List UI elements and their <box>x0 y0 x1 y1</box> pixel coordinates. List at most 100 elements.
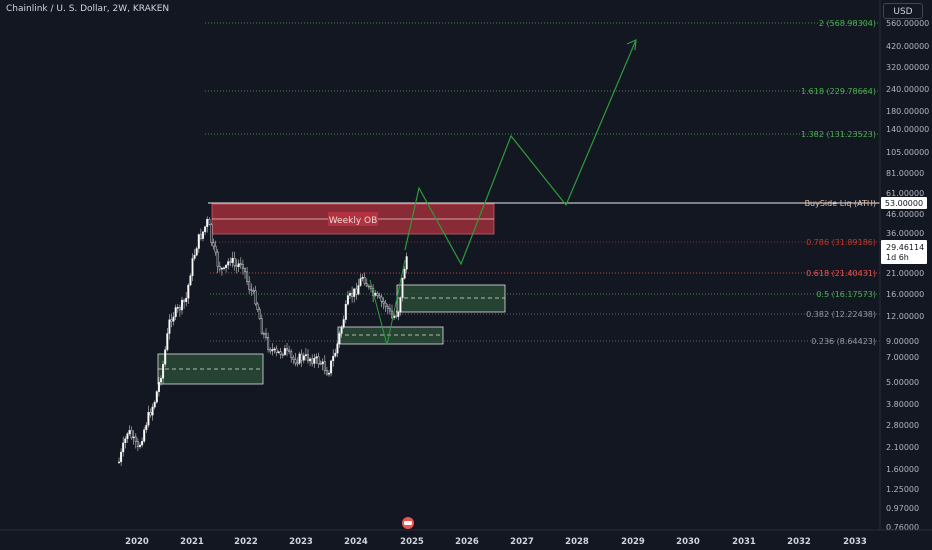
candle-body <box>319 363 322 365</box>
level-0236-label: 0.236 (8.64423) <box>811 337 876 346</box>
candle-body <box>271 349 274 352</box>
time-tick-label: 2022 <box>234 537 258 547</box>
weekly-ob-label: Weekly OB <box>329 216 378 226</box>
candle-body <box>311 358 314 364</box>
level-05-label: 0.5 (16.17573) <box>816 290 876 299</box>
candle-body <box>239 263 242 265</box>
candle-body <box>307 354 310 362</box>
candle-body <box>286 348 289 351</box>
weekly-ob-label-bg <box>328 212 378 226</box>
candle-body <box>260 318 263 334</box>
candle-body <box>359 278 362 286</box>
symbol-title: Chainlink / U. S. Dollar, 2W, KRAKEN <box>6 4 170 14</box>
candle-body <box>365 283 368 287</box>
candle-body <box>395 315 398 318</box>
candle-body <box>151 406 154 416</box>
candle-body <box>178 307 181 311</box>
candle-body <box>277 351 280 353</box>
candle-body <box>254 290 257 305</box>
candle-body <box>338 333 341 345</box>
candle-body <box>183 299 186 303</box>
countdown-label: 1d 6h <box>886 253 909 262</box>
candle-body <box>159 378 162 383</box>
time-tick-label: 2032 <box>787 537 811 547</box>
candle-body <box>256 303 259 311</box>
candle-body <box>294 359 297 364</box>
time-tick-label: 2030 <box>676 537 700 547</box>
candle-body <box>246 271 249 282</box>
candle-body <box>342 319 345 328</box>
candle-body <box>187 284 190 299</box>
time-tick-label: 2025 <box>400 537 424 547</box>
candle-body <box>214 245 217 253</box>
candle-body <box>344 304 347 320</box>
candle-body <box>237 263 240 268</box>
time-tick-label: 2031 <box>732 537 756 547</box>
price-axis[interactable]: 560.00000 420.00000 320.00000 240.00000 180.… <box>886 19 929 532</box>
candle-body <box>122 442 125 453</box>
candle-body <box>353 288 356 297</box>
candle-body <box>138 444 141 447</box>
candle-body <box>384 302 387 307</box>
candle-body <box>130 430 133 439</box>
price-tick-label: 0.97000 <box>886 504 919 513</box>
candle-body <box>153 402 156 408</box>
candle-body <box>403 269 406 279</box>
candle-body <box>218 266 221 270</box>
candle-body <box>164 349 167 365</box>
candle-body <box>229 261 232 263</box>
candle-body <box>380 296 383 302</box>
candle-body <box>212 242 215 247</box>
time-axis[interactable]: 2020 2021 2022 2023 2024 2025 2026 2027 2028 2029… <box>125 537 867 547</box>
projection-path <box>404 39 637 266</box>
candle-body <box>220 267 223 270</box>
candle-body <box>336 343 339 354</box>
ob-zone-2025[interactable] <box>396 284 506 313</box>
time-tick-label: 2023 <box>289 537 313 547</box>
candle-body <box>250 289 253 291</box>
current-price-marker <box>881 240 927 264</box>
price-tick-label: 7.00000 <box>886 353 919 362</box>
price-tick-label: 140.00000 <box>886 125 929 134</box>
scroll-to-realtime-icon[interactable] <box>402 517 414 529</box>
price-tick-label: 1.60000 <box>886 465 919 474</box>
price-tick-label: 420.00000 <box>886 42 929 51</box>
projection-arrowhead <box>626 39 637 51</box>
price-tick-label: 240.00000 <box>886 85 929 94</box>
candle-body <box>241 264 244 269</box>
candle-body <box>292 357 295 360</box>
candle-body <box>132 436 135 439</box>
time-tick-label: 2027 <box>510 537 534 547</box>
candle-body <box>195 248 198 256</box>
time-tick-label: 2033 <box>843 537 867 547</box>
level-1382-label: 1.382 (131.23523) <box>801 130 876 139</box>
candle-body <box>197 234 200 249</box>
candle-body <box>349 293 352 296</box>
candle-body <box>168 319 171 334</box>
candle-body <box>170 319 173 322</box>
candle-body <box>204 226 207 233</box>
candle-body <box>258 309 261 319</box>
candle-body <box>176 307 179 309</box>
price-tick-label: 1.25000 <box>886 485 919 494</box>
candle-body <box>143 429 146 442</box>
time-tick-label: 2021 <box>180 537 204 547</box>
candle-body <box>351 293 354 297</box>
price-tick-label: 36.00000 <box>886 229 924 238</box>
candle-body <box>405 256 408 270</box>
price-tick-label: 320.00000 <box>886 63 929 72</box>
price-tick-label: 0.76000 <box>886 523 919 532</box>
candle-body <box>374 292 377 296</box>
candle-body <box>357 285 360 295</box>
candle-body <box>147 412 150 426</box>
candle-body <box>304 354 307 357</box>
level-2-label: 2 (568.98304) <box>819 19 876 28</box>
candle-body <box>334 352 337 357</box>
price-tick-label: 81.00000 <box>886 169 924 178</box>
price-tick-label: 560.00000 <box>886 19 929 28</box>
candle-body <box>149 412 152 416</box>
currency-selector[interactable]: USD <box>883 3 923 19</box>
candle-body <box>315 356 318 359</box>
candle-body <box>288 349 291 352</box>
